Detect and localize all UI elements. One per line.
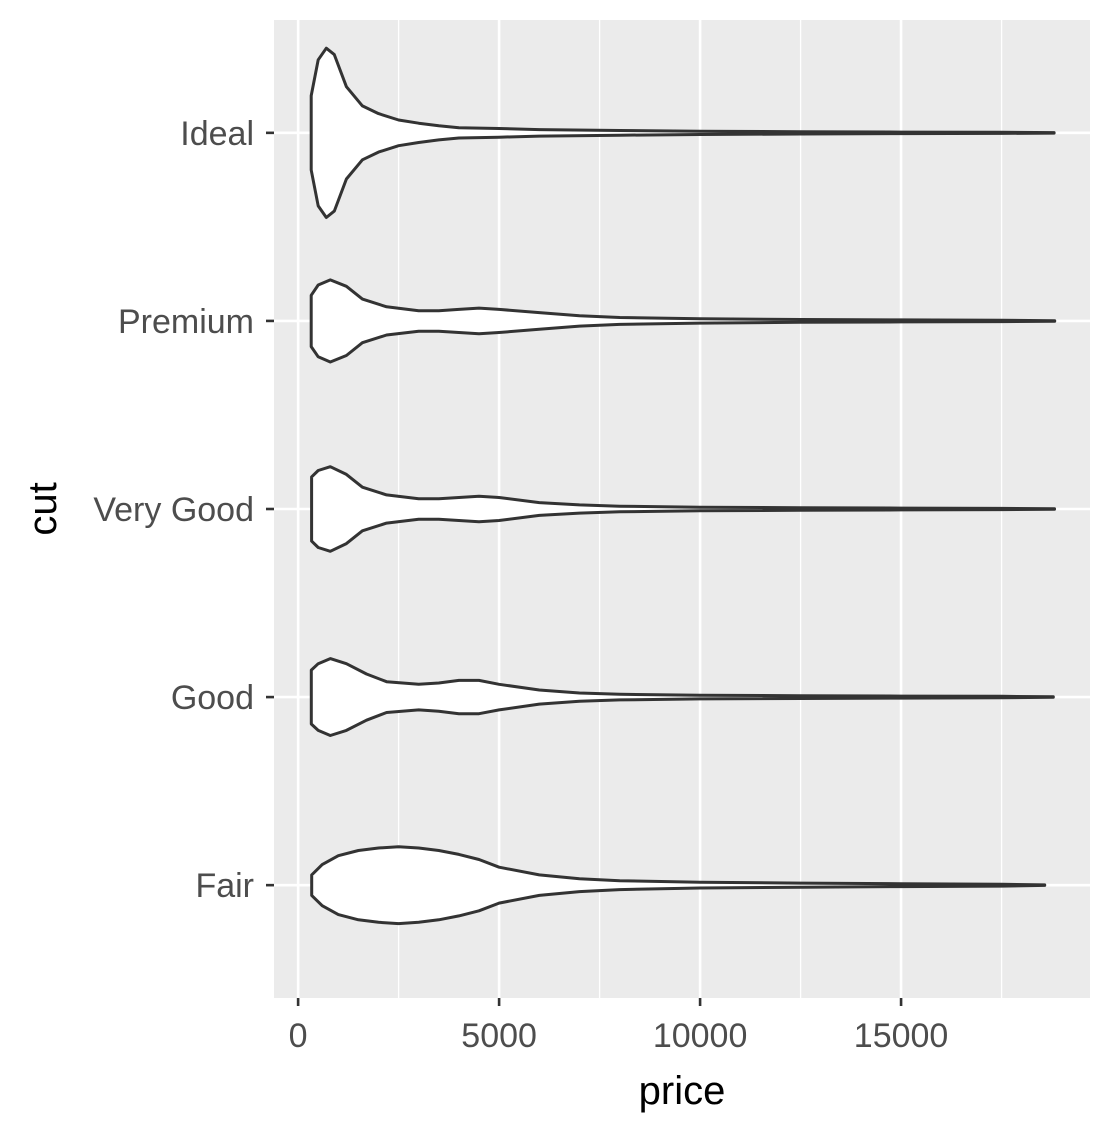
violin-fair [310,845,1047,926]
x-axis: 0 5000 10000 15000 [289,998,949,1055]
violins [309,46,1057,926]
violin-good [309,657,1055,737]
y-tick-label: Ideal [180,115,254,153]
x-tick-label: 0 [289,1017,308,1055]
y-axis: Ideal Premium Very Good Good Fair [93,115,274,905]
violin-ideal [309,46,1056,219]
violin-very-good [310,465,1056,553]
y-axis-title: cut [21,482,65,535]
x-axis-title: price [639,1069,726,1113]
x-tick-label: 10000 [653,1017,748,1055]
y-tick-label: Good [171,679,254,717]
x-tick-label: 5000 [461,1017,537,1055]
y-tick-label: Very Good [93,491,254,529]
violin-premium [309,278,1057,364]
y-tick-label: Fair [195,867,254,905]
x-tick-label: 15000 [854,1017,949,1055]
y-tick-label: Premium [118,303,254,341]
